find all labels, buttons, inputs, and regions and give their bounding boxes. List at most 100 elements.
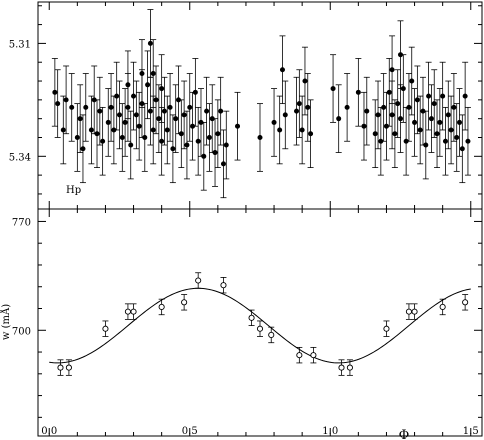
hp-data-point <box>170 146 176 152</box>
hp-data-point <box>465 138 471 144</box>
hp-data-point <box>156 116 162 122</box>
hp-data-point <box>195 138 201 144</box>
hp-data-point <box>145 82 151 88</box>
top-panel-ytick-label: 5.34 <box>9 152 31 163</box>
hp-data-point <box>178 131 184 137</box>
w-data-point <box>195 277 202 284</box>
hp-data-point <box>459 146 465 152</box>
hp-data-point <box>400 86 406 92</box>
w-data-point <box>346 364 353 371</box>
w-data-point <box>338 364 345 371</box>
hp-data-point <box>398 116 404 122</box>
hp-data-point <box>375 112 381 118</box>
hp-data-point <box>279 67 285 73</box>
w-data-point <box>181 299 188 306</box>
hp-data-point <box>187 104 193 110</box>
hp-data-point <box>442 138 448 144</box>
hp-data-point <box>302 78 308 84</box>
hp-data-point <box>105 119 111 125</box>
hp-data-point <box>108 104 114 110</box>
hp-data-point <box>69 104 75 110</box>
hp-data-point <box>440 93 446 99</box>
hp-data-point <box>395 101 401 107</box>
hp-data-point <box>462 93 468 99</box>
hp-data-point <box>448 127 454 133</box>
hp-data-point <box>60 127 66 133</box>
w-data-point <box>130 308 137 315</box>
hp-data-point <box>97 108 103 114</box>
hp-data-point <box>150 71 156 77</box>
hp-data-point <box>133 112 139 118</box>
hp-data-point <box>167 104 173 110</box>
top-panel-ytick-label: 5.31 <box>9 39 31 50</box>
hp-data-point <box>142 134 148 140</box>
hp-data-point <box>406 104 412 110</box>
x-tick-label: 0.0 <box>41 426 57 437</box>
panel-label: Hp <box>66 185 81 196</box>
w-data-point <box>158 303 165 311</box>
hp-data-point <box>164 127 170 133</box>
hp-data-point <box>136 123 142 129</box>
hp-data-point <box>372 131 378 137</box>
hp-data-point <box>437 119 443 125</box>
hp-data-point <box>386 89 392 95</box>
hp-data-point <box>55 101 61 107</box>
w-data-point <box>296 352 303 359</box>
hp-data-point <box>88 127 94 133</box>
hp-data-point <box>257 134 263 140</box>
hp-data-point <box>344 104 350 110</box>
hp-data-point <box>220 161 226 167</box>
w-data-point <box>248 314 255 321</box>
w-data-point <box>256 325 264 332</box>
hp-data-point <box>128 142 134 148</box>
w-data-point <box>462 299 469 306</box>
w-data-point <box>268 331 275 338</box>
hp-data-point <box>336 116 342 122</box>
hp-data-point <box>282 112 288 118</box>
hp-data-point <box>122 119 128 125</box>
w-data-point <box>124 308 131 315</box>
x-axis-title: Φ <box>399 428 410 440</box>
hp-data-point <box>428 116 434 122</box>
hp-data-point <box>161 108 167 114</box>
hp-data-point <box>147 108 153 114</box>
hp-data-point <box>414 97 420 103</box>
hp-data-point <box>426 93 432 99</box>
hp-data-point <box>389 67 395 73</box>
hp-data-point <box>294 108 300 114</box>
w-data-point <box>220 282 227 289</box>
hp-data-point <box>361 123 367 129</box>
hp-data-point <box>173 116 179 122</box>
hp-data-point <box>277 127 283 133</box>
hp-data-point <box>299 127 305 133</box>
hp-data-point <box>417 127 423 133</box>
hp-data-point <box>94 131 100 137</box>
hp-data-point <box>153 97 159 103</box>
hp-data-point <box>215 131 221 137</box>
hp-data-point <box>147 40 153 46</box>
hp-data-point <box>296 101 302 107</box>
hp-data-point <box>159 138 165 144</box>
hp-data-point <box>100 138 106 144</box>
hp-data-point <box>223 142 229 148</box>
bottom-panel-ytick-label: 770 <box>12 217 31 228</box>
hp-data-point <box>305 104 311 110</box>
hp-data-point <box>181 112 187 118</box>
hp-data-point <box>457 119 463 125</box>
hp-data-point <box>201 153 207 159</box>
hp-data-point <box>431 101 437 107</box>
hp-data-point <box>235 123 241 129</box>
hp-data-point <box>412 119 418 125</box>
hp-data-point <box>364 108 370 114</box>
hp-data-point <box>204 108 210 114</box>
x-tick-label: 0.5 <box>182 426 198 437</box>
hp-data-point <box>77 116 83 122</box>
bottom-panel-ytick-label: 700 <box>12 326 31 337</box>
hp-data-point <box>131 93 137 99</box>
hp-data-point <box>434 131 440 137</box>
hp-data-point <box>381 104 387 110</box>
hp-data-point <box>192 89 198 95</box>
hp-data-point <box>206 134 212 140</box>
x-tick-label: 1.5 <box>463 426 479 437</box>
